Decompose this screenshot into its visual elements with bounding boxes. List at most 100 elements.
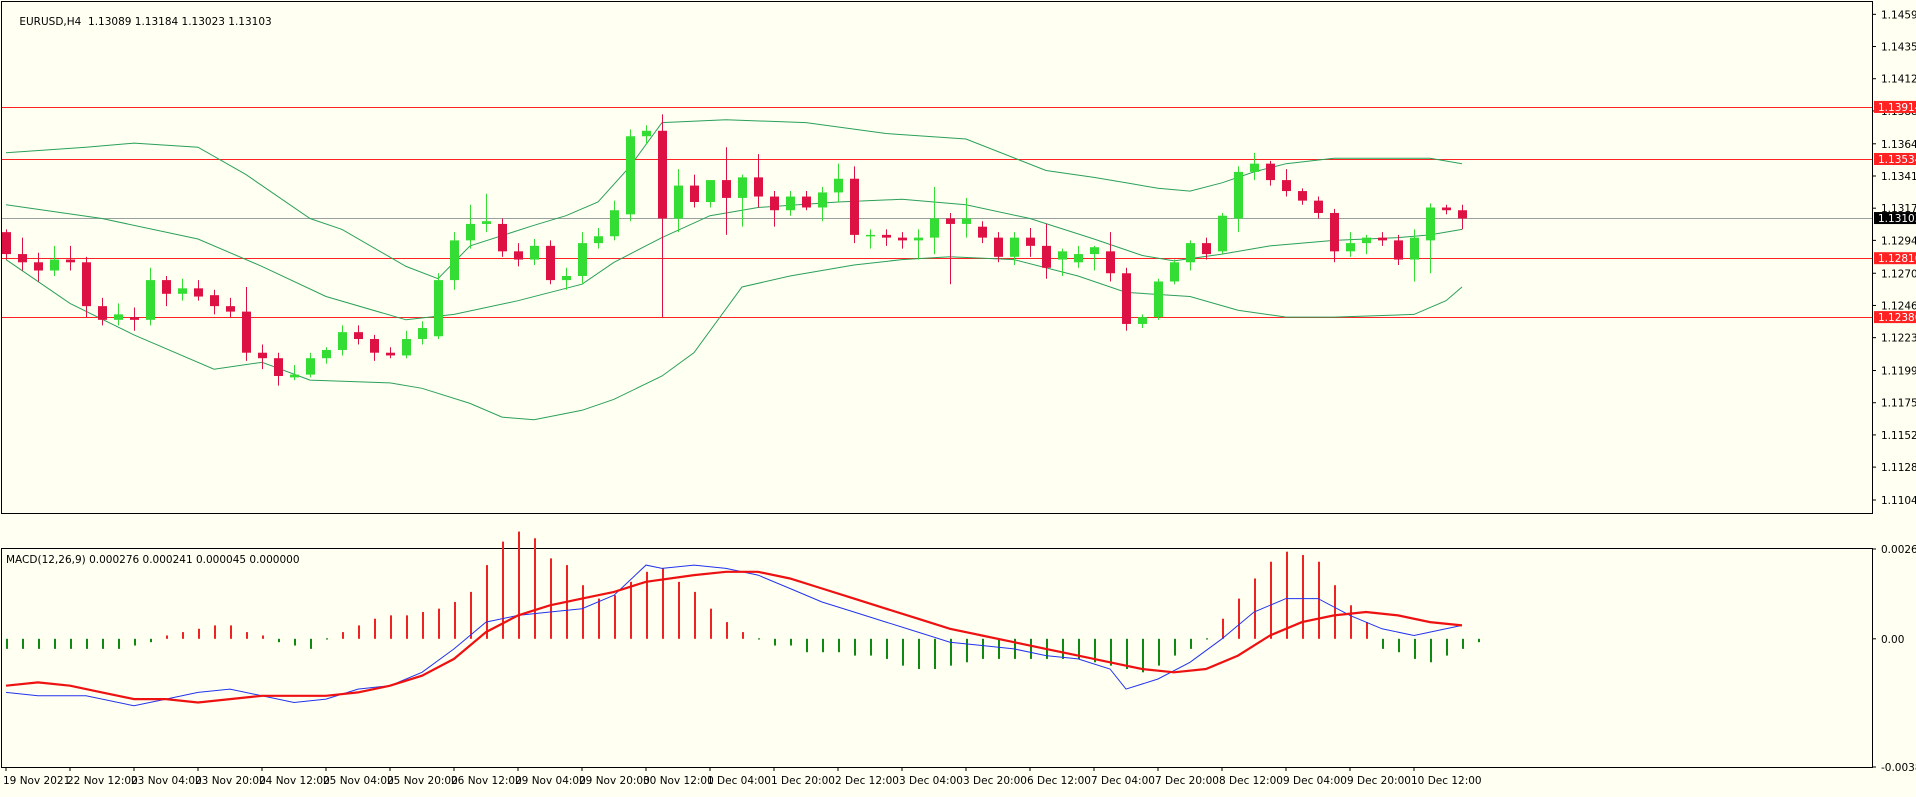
candle [946, 212, 955, 285]
macd-histogram-bar [838, 638, 840, 653]
macd-line [5, 564, 1463, 707]
candle [818, 186, 827, 222]
candle-body [770, 196, 779, 211]
candle-body [2, 232, 11, 255]
candle-body [578, 243, 587, 276]
candle [130, 307, 139, 331]
candle [770, 191, 779, 227]
candle [466, 204, 475, 249]
candle [258, 344, 267, 370]
time-tick-label: 23 Nov 04:00 [131, 775, 202, 787]
main-price-pane[interactable] [1, 1, 1873, 514]
candle [1042, 223, 1051, 279]
candle-body [418, 328, 427, 340]
candle-body [146, 280, 155, 320]
candle [514, 243, 523, 267]
candle [706, 180, 715, 208]
macd-histogram-bar [22, 638, 24, 649]
candle-body [1186, 243, 1195, 263]
candle [1314, 196, 1323, 219]
macd-histogram-bar [950, 638, 952, 666]
macd-histogram-bar [1286, 551, 1288, 639]
candle-body [210, 295, 219, 307]
candle [354, 325, 363, 345]
candle [1250, 152, 1259, 181]
candle-body [898, 237, 907, 241]
time-tick-label: 26 Nov 12:00 [451, 775, 522, 787]
candle [1074, 245, 1083, 268]
candle [498, 218, 507, 257]
candle-body [1394, 240, 1403, 260]
candle [338, 325, 347, 356]
candle [626, 129, 635, 222]
price-tick-label: 1.12700 [1881, 268, 1916, 280]
macd-histogram-bar [1078, 638, 1080, 659]
time-tick-label: 1 Dec 04:00 [707, 775, 771, 787]
candle-body [66, 259, 75, 263]
macd-histogram-bar [1350, 605, 1352, 639]
candle-body [1026, 237, 1035, 246]
macd-histogram-bar [854, 638, 856, 656]
time-tick-label: 25 Nov 04:00 [323, 775, 394, 787]
macd-histogram-bar [182, 632, 184, 639]
candle [786, 191, 795, 216]
candle [578, 232, 587, 285]
candle [530, 239, 539, 266]
candle-body [1426, 207, 1435, 241]
macd-histogram-bar [486, 565, 488, 639]
macd-histogram-bar [358, 625, 360, 639]
candle [178, 278, 187, 301]
candle [1298, 188, 1307, 205]
candle [1442, 204, 1451, 215]
candle [994, 232, 1003, 263]
candle [690, 174, 699, 208]
macd-info: MACD(12,26,9) 0.000276 0.000241 0.000045… [6, 554, 300, 566]
candle [978, 221, 987, 244]
macd-histogram-bar [326, 638, 328, 640]
candle-body [450, 240, 459, 281]
candle [802, 191, 811, 211]
candle-body [98, 306, 107, 320]
candle [1266, 160, 1275, 186]
candle [594, 228, 603, 249]
candle-body [130, 317, 139, 320]
candle-body [1106, 251, 1115, 274]
level-price-label: 1.12810 [1878, 253, 1916, 265]
candlesticks [2, 114, 1467, 386]
time-tick-label: 3 Dec 20:00 [963, 775, 1027, 787]
candle-body [802, 196, 811, 208]
candle [482, 193, 491, 233]
candle-body [722, 180, 731, 198]
bollinger-lower-band [5, 256, 1463, 421]
level-price-badge [1874, 152, 1916, 165]
candle [930, 186, 939, 255]
candle [610, 200, 619, 241]
candle [2, 229, 11, 260]
macd-histogram-bar [1190, 638, 1192, 649]
macd-histogram-bar [1206, 638, 1208, 640]
candle-body [642, 130, 651, 137]
macd-pane[interactable] [1, 548, 1873, 768]
candle [1218, 212, 1227, 255]
macd-histogram-bar [1270, 561, 1272, 639]
macd-histogram-bar [150, 638, 152, 643]
macd-histogram-bar [614, 595, 616, 639]
price-axis[interactable]: 1.145901.143551.141201.138851.136451.134… [1872, 9, 1916, 507]
macd-histogram-bar [806, 638, 808, 653]
candle-body [1154, 281, 1163, 318]
macd-histogram-bar [934, 638, 936, 669]
macd-histogram-bar [1318, 561, 1320, 639]
macd-histogram-bar [54, 638, 56, 649]
candle-body [194, 288, 203, 297]
macd-tick-label: -0.003825 [1881, 762, 1916, 774]
time-tick-label: 30 Nov 12:00 [643, 775, 714, 787]
signal-line [5, 570, 1463, 704]
candle-body [866, 234, 875, 237]
candle-body [498, 223, 507, 252]
macd-histogram-bar [550, 558, 552, 639]
candle [1378, 232, 1387, 246]
candle-body [114, 314, 123, 320]
